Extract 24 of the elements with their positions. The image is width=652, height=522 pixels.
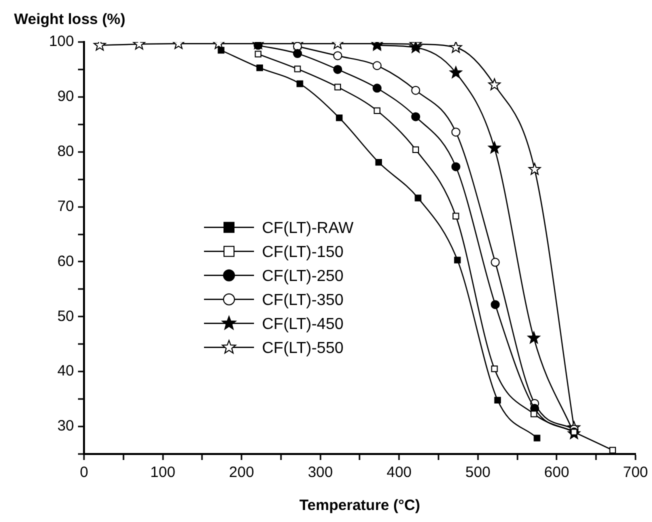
x-tick-label: 500 xyxy=(465,464,490,482)
legend-label: CF(LT)-350 xyxy=(262,292,344,309)
x-tick-label: 200 xyxy=(229,464,254,482)
y-tick-label: 100 xyxy=(48,33,74,50)
x-tick-label: 600 xyxy=(544,464,570,482)
y-tick-label: 60 xyxy=(57,252,74,270)
y-tick-label: 50 xyxy=(57,308,74,325)
legend-label: CF(LT)-RAW xyxy=(262,220,354,237)
legend-label: CF(LT)-250 xyxy=(262,268,344,285)
x-tick-label: 300 xyxy=(308,464,333,482)
y-tick-label: 70 xyxy=(57,198,74,215)
x-tick-label: 0 xyxy=(80,464,88,482)
y-tick-label: 30 xyxy=(57,418,74,435)
x-tick-label: 400 xyxy=(386,464,412,482)
legend-label: CF(LT)-550 xyxy=(262,340,344,357)
y-tick-label: 40 xyxy=(57,362,74,380)
y-tick-label: 80 xyxy=(57,143,74,160)
x-axis-title: Temperature (°C) xyxy=(299,497,420,514)
legend-label: CF(LT)-150 xyxy=(262,244,344,261)
x-tick-label: 700 xyxy=(622,464,648,482)
y-tick-label: 90 xyxy=(57,88,74,106)
legend-label: CF(LT)-450 xyxy=(262,316,344,333)
y-axis-title: Weight loss (%) xyxy=(14,11,126,28)
x-tick-label: 100 xyxy=(150,464,176,482)
